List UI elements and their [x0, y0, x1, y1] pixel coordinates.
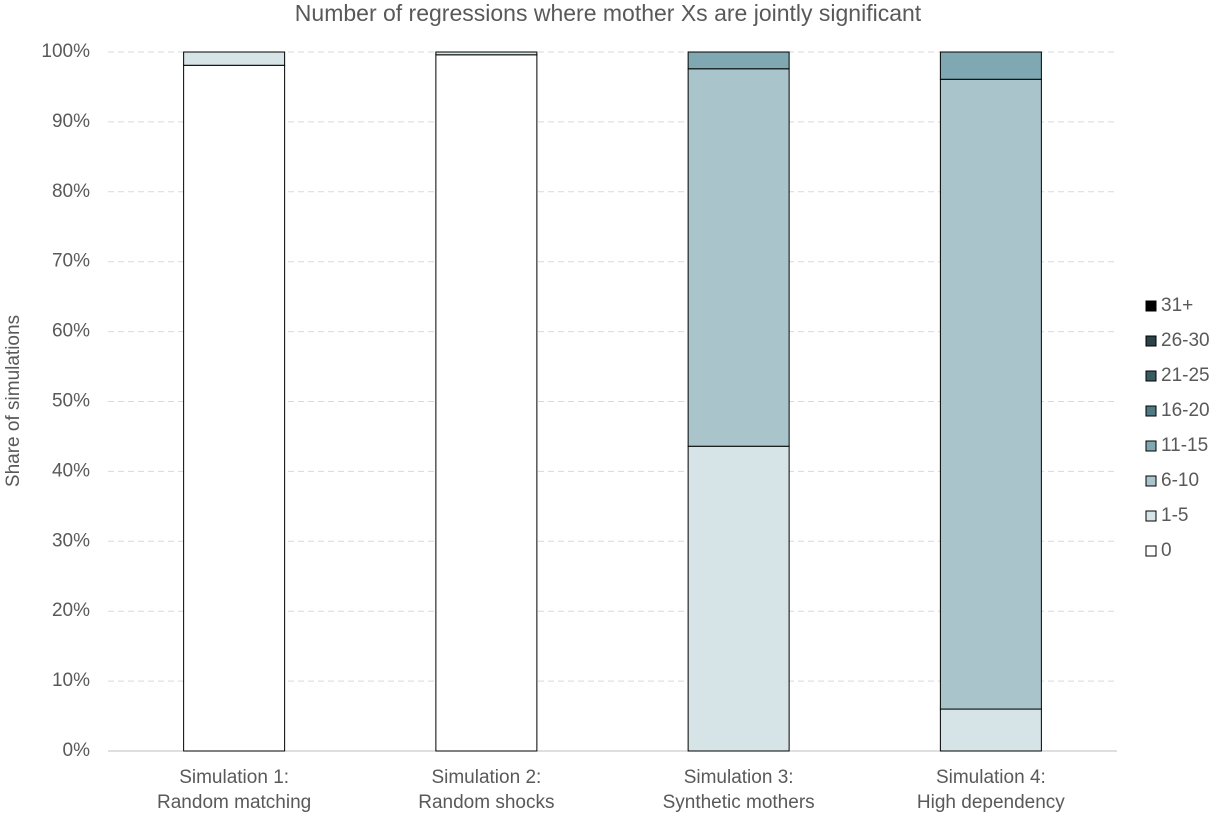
- legend-swatch: [1145, 440, 1157, 452]
- x-tick-label: Random shocks: [418, 792, 554, 813]
- y-tick-label: 0%: [63, 740, 91, 761]
- legend-swatch: [1145, 405, 1157, 417]
- legend-label: 11-15: [1161, 435, 1208, 456]
- x-tick-label: High dependency: [917, 792, 1065, 813]
- bar-segment: [939, 51, 1042, 80]
- x-tick-label: Random matching: [157, 792, 311, 813]
- x-tick-label: Simulation 1:: [179, 767, 289, 788]
- bar-segment: [687, 445, 790, 752]
- bar-segment: [183, 51, 286, 66]
- legend-swatch: [1145, 475, 1157, 487]
- x-tick-label: Simulation 2:: [431, 767, 541, 788]
- y-tick-label: 40%: [52, 460, 90, 481]
- y-tick-label: 60%: [52, 321, 90, 342]
- y-tick-label: 70%: [52, 251, 90, 272]
- y-tick-label: 20%: [52, 600, 90, 621]
- bar-segment: [687, 68, 790, 447]
- x-tick-label: Simulation 4:: [936, 767, 1046, 788]
- y-axis-label: Share of simulations: [3, 315, 24, 487]
- legend-swatch: [1145, 335, 1157, 347]
- bar-segment: [939, 78, 1042, 710]
- bar-segment: [939, 708, 1042, 752]
- legend-label: 0: [1161, 540, 1172, 561]
- bar-segment: [183, 64, 286, 752]
- bar-segment: [435, 54, 538, 752]
- y-tick-label: 30%: [52, 530, 90, 551]
- legend-label: 1-5: [1161, 505, 1188, 526]
- legend-label: 31+: [1161, 295, 1193, 316]
- legend-label: 21-25: [1161, 365, 1210, 386]
- legend-swatch: [1145, 545, 1157, 557]
- y-tick-label: 10%: [52, 670, 90, 691]
- x-tick-label: Synthetic mothers: [663, 792, 815, 813]
- bar-segment: [435, 51, 538, 56]
- y-tick-label: 100%: [41, 41, 90, 62]
- y-tick-label: 90%: [52, 111, 90, 132]
- chart-title: Number of regressions where mother Xs ar…: [295, 0, 922, 26]
- legend-swatch: [1145, 510, 1157, 522]
- legend-label: 26-30: [1161, 330, 1210, 351]
- y-tick-label: 80%: [52, 181, 90, 202]
- bar-segment: [687, 51, 790, 70]
- legend-swatch: [1145, 300, 1157, 312]
- legend-label: 16-20: [1161, 400, 1210, 421]
- legend-swatch: [1145, 370, 1157, 382]
- legend-label: 6-10: [1161, 470, 1199, 491]
- x-tick-label: Simulation 3:: [684, 767, 794, 788]
- y-tick-label: 50%: [52, 391, 90, 412]
